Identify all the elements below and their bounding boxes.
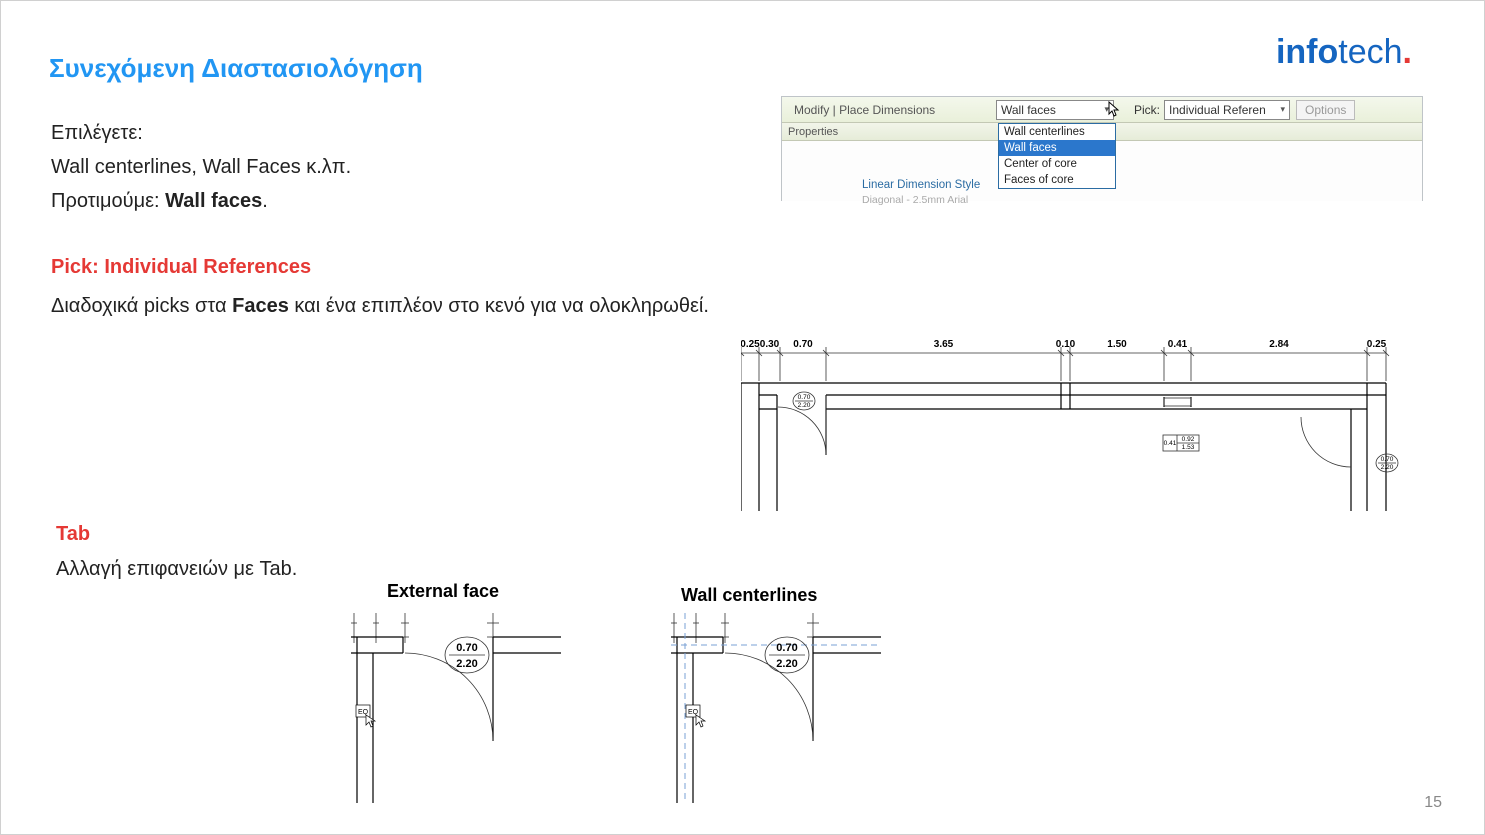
- svg-text:EQ: EQ: [688, 709, 699, 716]
- mini-diagram-external: 0.70 2.20 EQ: [351, 613, 561, 803]
- page-number: 15: [1424, 794, 1442, 812]
- section2-heading: Pick: Individual References: [51, 256, 709, 279]
- section1-line1: Επιλέγετε:: [51, 116, 351, 150]
- section2-body: Διαδοχικά picks στα Faces και ένα επιπλέ…: [51, 289, 709, 323]
- window-tag-b: 0.92: [1182, 436, 1195, 443]
- ribbon-screenshot: Modify | Place Dimensions Wall faces ▾ P…: [781, 96, 1423, 201]
- dimension-chain-diagram: 0.250.300.703.650.101.500.412.840.25: [741, 335, 1406, 515]
- mini2-tag-bot: 2.20: [776, 658, 797, 670]
- logo-part2: tech: [1338, 33, 1402, 71]
- pick-selected: Individual Referen: [1169, 103, 1266, 117]
- svg-text:0.30: 0.30: [760, 339, 780, 350]
- svg-text:0.41: 0.41: [1168, 339, 1188, 350]
- label-external-face: External face: [387, 581, 499, 602]
- door-tag-bot: 2.20: [798, 402, 811, 409]
- svg-text:3.65: 3.65: [934, 339, 954, 350]
- door-tag-top: 0.70: [798, 394, 811, 401]
- section-1: Επιλέγετε: Wall centerlines, Wall Faces …: [51, 116, 351, 218]
- logo: infotech.: [1276, 33, 1412, 72]
- ribbon-top-bar: Modify | Place Dimensions Wall faces ▾ P…: [782, 97, 1422, 123]
- svg-text:1.50: 1.50: [1107, 339, 1127, 350]
- svg-text:2.84: 2.84: [1269, 339, 1289, 350]
- modify-label: Modify | Place Dimensions: [782, 103, 992, 117]
- slide-title: Συνεχόμενη Διαστασιολόγηση: [49, 53, 423, 84]
- logo-dot: .: [1403, 33, 1412, 71]
- linear-dim-style-sub: Diagonal - 2.5mm Arial: [862, 194, 992, 206]
- chevron-down-icon: ▾: [1280, 104, 1285, 115]
- section1-line3b: Wall faces: [165, 190, 262, 212]
- mini-diagram-centerlines: 0.70 2.20 EQ: [671, 613, 881, 803]
- ribbon-below: Wall centerlines Wall faces Center of co…: [782, 141, 1422, 201]
- cursor-icon: [1108, 101, 1122, 119]
- door-tag2-bot: 2.20: [1381, 464, 1394, 471]
- section1-line3c: .: [262, 190, 268, 212]
- wall-faces-dropdown[interactable]: Wall faces ▾: [996, 100, 1114, 120]
- options-button[interactable]: Options: [1296, 100, 1355, 120]
- section3-body: Αλλαγή επιφανειών με Tab.: [56, 552, 297, 586]
- mini1-tag-top: 0.70: [456, 642, 477, 654]
- section1-line3: Προτιμούμε: Wall faces.: [51, 184, 351, 218]
- window-tag-c: 1.53: [1182, 444, 1195, 451]
- dropdown-item-selected[interactable]: Wall faces: [999, 140, 1115, 156]
- svg-text:0.25: 0.25: [741, 339, 760, 350]
- section-3: Tab Αλλαγή επιφανειών με Tab.: [56, 523, 297, 586]
- wall-faces-dropdown-list[interactable]: Wall centerlines Wall faces Center of co…: [998, 123, 1116, 189]
- label-wall-centerlines: Wall centerlines: [681, 585, 817, 606]
- mini1-tag-bot: 2.20: [456, 658, 477, 670]
- wall-faces-selected: Wall faces: [1001, 103, 1056, 117]
- svg-text:EQ: EQ: [358, 709, 369, 716]
- section1-line2: Wall centerlines, Wall Faces κ.λπ.: [51, 150, 351, 184]
- svg-text:0.10: 0.10: [1056, 339, 1076, 350]
- section3-heading: Tab: [56, 523, 297, 546]
- section-2: Pick: Individual References Διαδοχικά pi…: [51, 256, 709, 323]
- section2-body-b: Faces: [232, 295, 289, 317]
- svg-text:0.25: 0.25: [1367, 339, 1387, 350]
- section1-line3a: Προτιμούμε:: [51, 190, 165, 212]
- logo-part1: info: [1276, 33, 1338, 71]
- window-tag-a: 0.41: [1164, 440, 1177, 447]
- linear-dim-style-label: Linear Dimension Style: [862, 179, 980, 191]
- svg-text:0.70: 0.70: [793, 339, 813, 350]
- section2-body-c: και ένα επιπλέον στο κενό για να ολοκληρ…: [289, 295, 709, 317]
- section2-body-a: Διαδοχικά picks στα: [51, 295, 232, 317]
- door-tag2-top: 0.70: [1381, 456, 1394, 463]
- mini2-tag-top: 0.70: [776, 642, 797, 654]
- pick-label: Pick:: [1134, 103, 1160, 117]
- dropdown-item[interactable]: Faces of core: [999, 172, 1115, 188]
- pick-dropdown[interactable]: Individual Referen ▾: [1164, 100, 1290, 120]
- dropdown-item[interactable]: Center of core: [999, 156, 1115, 172]
- dropdown-item[interactable]: Wall centerlines: [999, 124, 1115, 140]
